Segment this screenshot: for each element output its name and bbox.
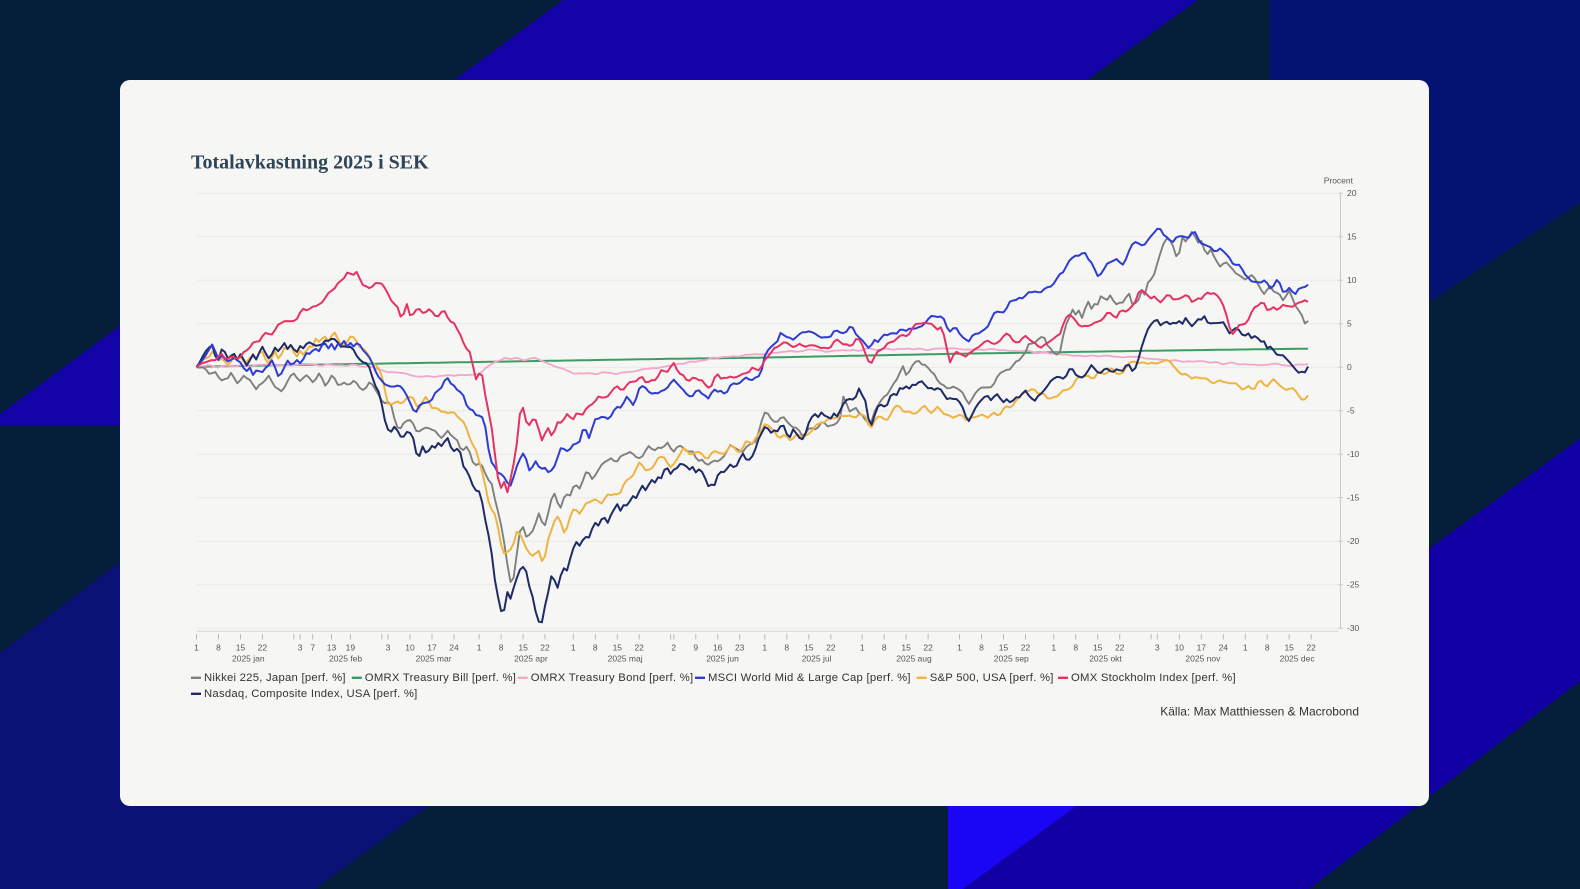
svg-text:22: 22 bbox=[1021, 643, 1031, 653]
svg-text:10: 10 bbox=[405, 643, 415, 653]
svg-text:3: 3 bbox=[1155, 643, 1160, 653]
svg-text:15: 15 bbox=[1093, 643, 1103, 653]
svg-text:13: 13 bbox=[327, 643, 337, 653]
svg-text:2025 apr: 2025 apr bbox=[514, 654, 548, 664]
svg-text:15: 15 bbox=[901, 643, 911, 653]
svg-text:7: 7 bbox=[310, 643, 315, 653]
svg-text:22: 22 bbox=[1115, 643, 1125, 653]
svg-text:24: 24 bbox=[449, 643, 459, 653]
svg-text:15: 15 bbox=[804, 643, 814, 653]
svg-text:2025 mar: 2025 mar bbox=[416, 654, 452, 664]
svg-text:22: 22 bbox=[1306, 643, 1316, 653]
svg-text:1: 1 bbox=[194, 643, 199, 653]
svg-text:24: 24 bbox=[1219, 643, 1229, 653]
svg-text:8: 8 bbox=[1265, 643, 1270, 653]
svg-text:1: 1 bbox=[571, 643, 576, 653]
svg-text:15: 15 bbox=[613, 643, 623, 653]
svg-text:16: 16 bbox=[713, 643, 723, 653]
svg-text:2025 jun: 2025 jun bbox=[706, 654, 739, 664]
svg-text:2025 okt: 2025 okt bbox=[1089, 654, 1122, 664]
svg-text:2025 aug: 2025 aug bbox=[896, 654, 932, 664]
svg-text:8: 8 bbox=[216, 643, 221, 653]
svg-text:19: 19 bbox=[346, 643, 356, 653]
svg-text:15: 15 bbox=[1284, 643, 1294, 653]
svg-text:1: 1 bbox=[762, 643, 767, 653]
svg-text:8: 8 bbox=[979, 643, 984, 653]
svg-text:1: 1 bbox=[1051, 643, 1056, 653]
svg-text:22: 22 bbox=[258, 643, 268, 653]
svg-text:22: 22 bbox=[634, 643, 644, 653]
svg-text:3: 3 bbox=[298, 643, 303, 653]
svg-text:2025 nov: 2025 nov bbox=[1185, 654, 1221, 664]
svg-text:2025 sep: 2025 sep bbox=[994, 654, 1029, 664]
svg-text:15: 15 bbox=[518, 643, 528, 653]
svg-text:MSCI World Mid & Large Cap [pe: MSCI World Mid & Large Cap [perf. %] bbox=[708, 672, 911, 684]
svg-text:17: 17 bbox=[427, 643, 437, 653]
svg-text:22: 22 bbox=[923, 643, 933, 653]
svg-text:3: 3 bbox=[386, 643, 391, 653]
svg-text:20: 20 bbox=[1347, 188, 1357, 198]
svg-text:5: 5 bbox=[1347, 318, 1352, 328]
svg-text:OMRX Treasury Bill [perf. %]: OMRX Treasury Bill [perf. %] bbox=[365, 672, 516, 684]
svg-text:1: 1 bbox=[860, 643, 865, 653]
svg-text:S&P 500, USA [perf. %]: S&P 500, USA [perf. %] bbox=[930, 672, 1054, 684]
svg-text:22: 22 bbox=[826, 643, 836, 653]
svg-text:2025 jul: 2025 jul bbox=[802, 654, 832, 664]
svg-text:8: 8 bbox=[593, 643, 598, 653]
svg-text:15: 15 bbox=[236, 643, 246, 653]
svg-text:10: 10 bbox=[1347, 275, 1357, 285]
svg-text:Källa: Max Matthiessen & Macro: Källa: Max Matthiessen & Macrobond bbox=[1160, 705, 1359, 719]
svg-text:OMRX Treasury Bond [perf. %]: OMRX Treasury Bond [perf. %] bbox=[531, 672, 694, 684]
svg-text:-20: -20 bbox=[1347, 536, 1360, 546]
svg-text:Procent: Procent bbox=[1324, 176, 1354, 186]
svg-text:-5: -5 bbox=[1347, 405, 1355, 415]
svg-text:-30: -30 bbox=[1347, 623, 1360, 633]
svg-text:2025 feb: 2025 feb bbox=[329, 654, 362, 664]
svg-text:2025 maj: 2025 maj bbox=[608, 654, 643, 664]
svg-text:8: 8 bbox=[784, 643, 789, 653]
svg-text:Nikkei 225, Japan [perf. %]: Nikkei 225, Japan [perf. %] bbox=[204, 672, 346, 684]
svg-text:-25: -25 bbox=[1347, 579, 1360, 589]
svg-text:1: 1 bbox=[957, 643, 962, 653]
svg-text:23: 23 bbox=[735, 643, 745, 653]
svg-text:2: 2 bbox=[671, 643, 676, 653]
svg-text:-10: -10 bbox=[1347, 449, 1360, 459]
svg-text:0: 0 bbox=[1347, 362, 1352, 372]
svg-text:8: 8 bbox=[882, 643, 887, 653]
svg-text:22: 22 bbox=[540, 643, 550, 653]
svg-text:17: 17 bbox=[1197, 643, 1207, 653]
svg-text:15: 15 bbox=[999, 643, 1009, 653]
svg-text:2025 jan: 2025 jan bbox=[232, 654, 265, 664]
svg-text:15: 15 bbox=[1347, 231, 1357, 241]
svg-text:9: 9 bbox=[693, 643, 698, 653]
svg-text:-15: -15 bbox=[1347, 492, 1360, 502]
svg-text:2025 dec: 2025 dec bbox=[1280, 654, 1316, 664]
svg-text:8: 8 bbox=[1073, 643, 1078, 653]
svg-text:OMX Stockholm Index [perf. %]: OMX Stockholm Index [perf. %] bbox=[1071, 672, 1236, 684]
svg-text:10: 10 bbox=[1175, 643, 1185, 653]
svg-text:Nasdaq, Composite Index, USA [: Nasdaq, Composite Index, USA [perf. %] bbox=[204, 688, 418, 700]
svg-text:8: 8 bbox=[499, 643, 504, 653]
svg-text:1: 1 bbox=[477, 643, 482, 653]
svg-text:Totalavkastning 2025 i SEK: Totalavkastning 2025 i SEK bbox=[191, 152, 429, 174]
svg-text:1: 1 bbox=[1243, 643, 1248, 653]
